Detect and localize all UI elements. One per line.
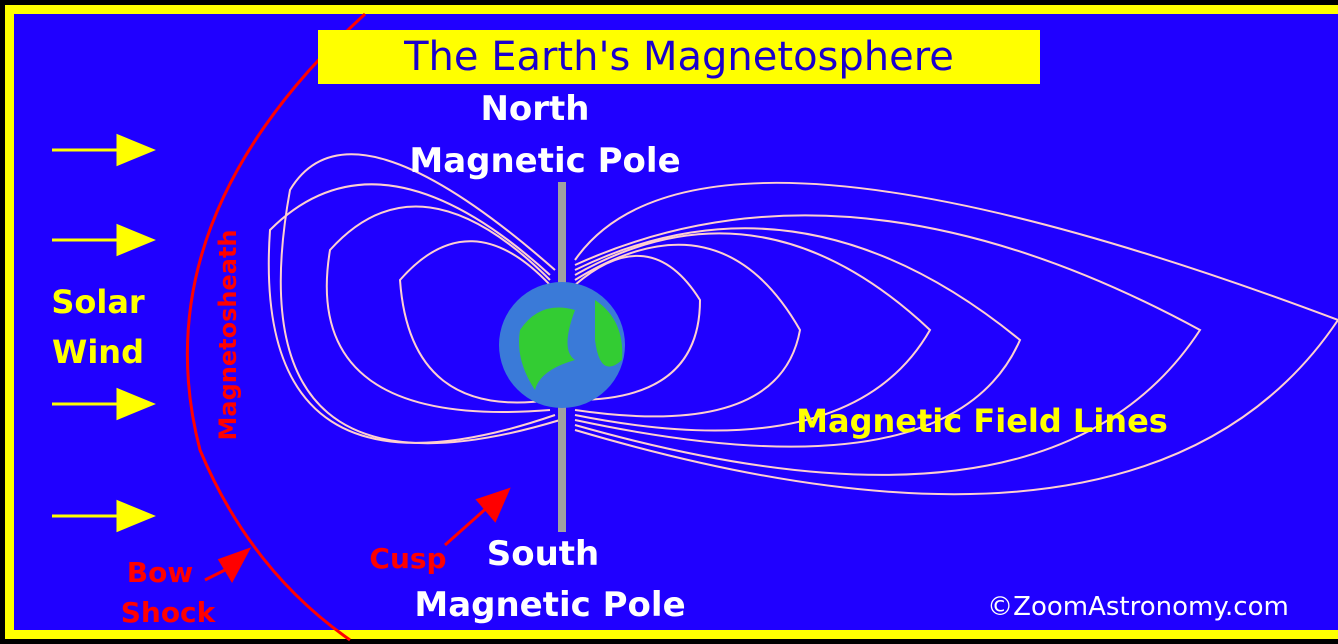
credit: ©ZoomAstronomy.com bbox=[987, 592, 1289, 622]
continent bbox=[595, 300, 623, 367]
red-arrows bbox=[204, 487, 511, 584]
continent bbox=[519, 307, 575, 390]
label: Magnetic Pole bbox=[409, 141, 680, 181]
label: North bbox=[480, 89, 589, 129]
label: Magnetic Pole bbox=[414, 585, 685, 625]
label: South bbox=[487, 534, 600, 574]
title-box bbox=[318, 30, 1040, 84]
label: Magnetosheath bbox=[214, 230, 242, 441]
label: Wind bbox=[52, 333, 144, 371]
bow-shock-line bbox=[185, 12, 367, 642]
arrows bbox=[52, 133, 156, 533]
label: Solar bbox=[51, 283, 145, 321]
field-lines bbox=[267, 153, 1338, 496]
label: Cusp bbox=[369, 542, 446, 575]
background bbox=[14, 14, 1338, 630]
label: Bow bbox=[127, 556, 193, 589]
title: The Earth's Magnetosphere bbox=[403, 34, 954, 80]
label: Shock bbox=[121, 596, 217, 629]
label: Magnetic Field Lines bbox=[796, 402, 1168, 440]
